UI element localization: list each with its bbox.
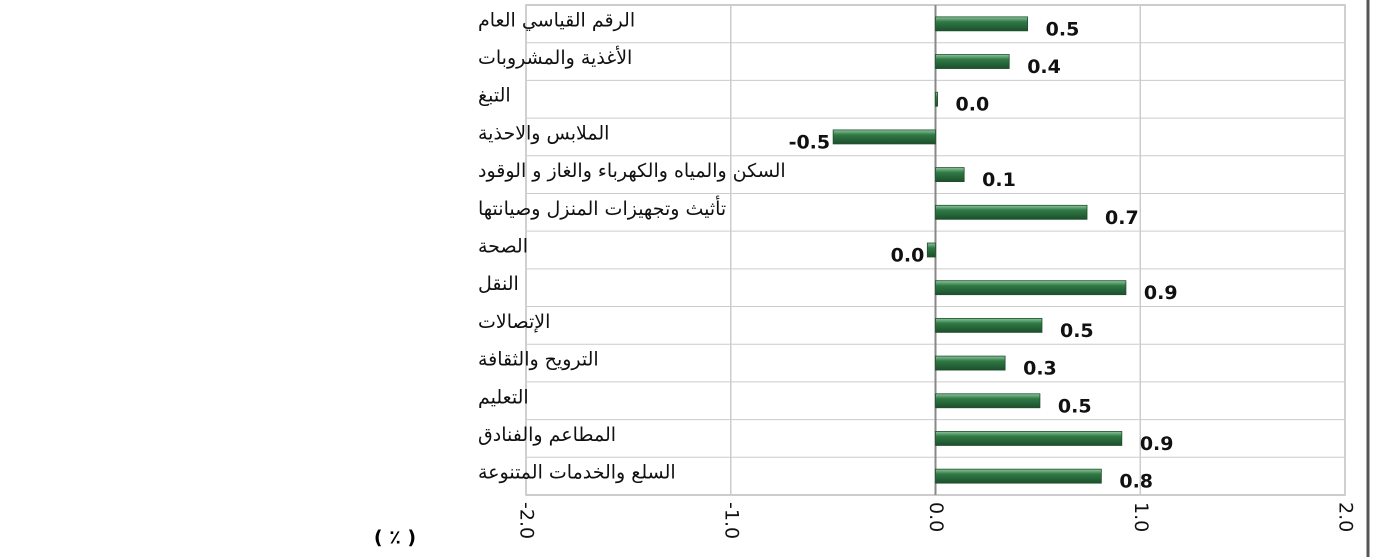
bar: [935, 91, 938, 107]
bar: [935, 204, 1088, 220]
y-tick-label: السلع والخدمات المتنوعة: [478, 462, 676, 484]
y-tick-label: النقل: [478, 273, 519, 295]
data-label: 0.7: [1105, 207, 1139, 229]
data-label: 0.5: [1046, 18, 1080, 40]
x-axis-label: ( ٪ ): [374, 527, 416, 549]
x-tick-label: 2.0: [1335, 502, 1357, 532]
bar: [935, 355, 1006, 371]
data-label: 0.4: [1027, 56, 1061, 78]
y-tick-label: المطاعم والفنادق: [478, 424, 616, 446]
bar: [935, 393, 1041, 409]
data-label: 0.1: [982, 169, 1016, 191]
y-tick-label: الملابس والاحذية: [478, 122, 609, 144]
x-tick-label: -1.0: [720, 502, 742, 539]
y-tick-label: الأغذية والمشروبات: [478, 46, 632, 69]
x-tick-label: 1.0: [1130, 502, 1152, 532]
y-tick-label: الرقم القياسي العام: [478, 9, 635, 31]
data-label: 0.9: [1144, 282, 1178, 304]
bar: [832, 129, 936, 145]
bar: [935, 54, 1010, 69]
bar: [935, 468, 1102, 484]
bar: [935, 280, 1127, 296]
y-tick-label: التعليم: [478, 386, 529, 408]
data-label: 0.5: [1060, 320, 1094, 342]
bar: [935, 16, 1029, 32]
x-tick-label: 0.0: [925, 502, 947, 532]
data-label: -0.5: [789, 131, 831, 153]
bar: [935, 167, 965, 183]
data-label: 0.8: [1119, 471, 1153, 493]
bar: [935, 431, 1123, 446]
y-tick-label: الصحة: [478, 236, 528, 258]
data-label: 0.0: [891, 245, 925, 267]
bar: [926, 242, 936, 258]
y-tick-label: الترويح والثقافة: [478, 349, 599, 371]
y-tick-label: تأثيث وتجهيزات المنزل وصيانتها: [478, 195, 726, 220]
data-label: 0.5: [1058, 395, 1092, 417]
data-label: 0.9: [1140, 433, 1174, 455]
y-tick-label: التبغ: [478, 85, 511, 107]
data-label: 0.0: [956, 94, 990, 116]
data-label: 0.3: [1023, 358, 1057, 380]
y-tick-label: الإتصالات: [478, 311, 550, 333]
x-tick-label: -2.0: [516, 502, 538, 539]
y-tick-label: السكن والمياه والكهرباء والغاز و الوقود: [478, 160, 786, 182]
bar: [935, 317, 1043, 333]
